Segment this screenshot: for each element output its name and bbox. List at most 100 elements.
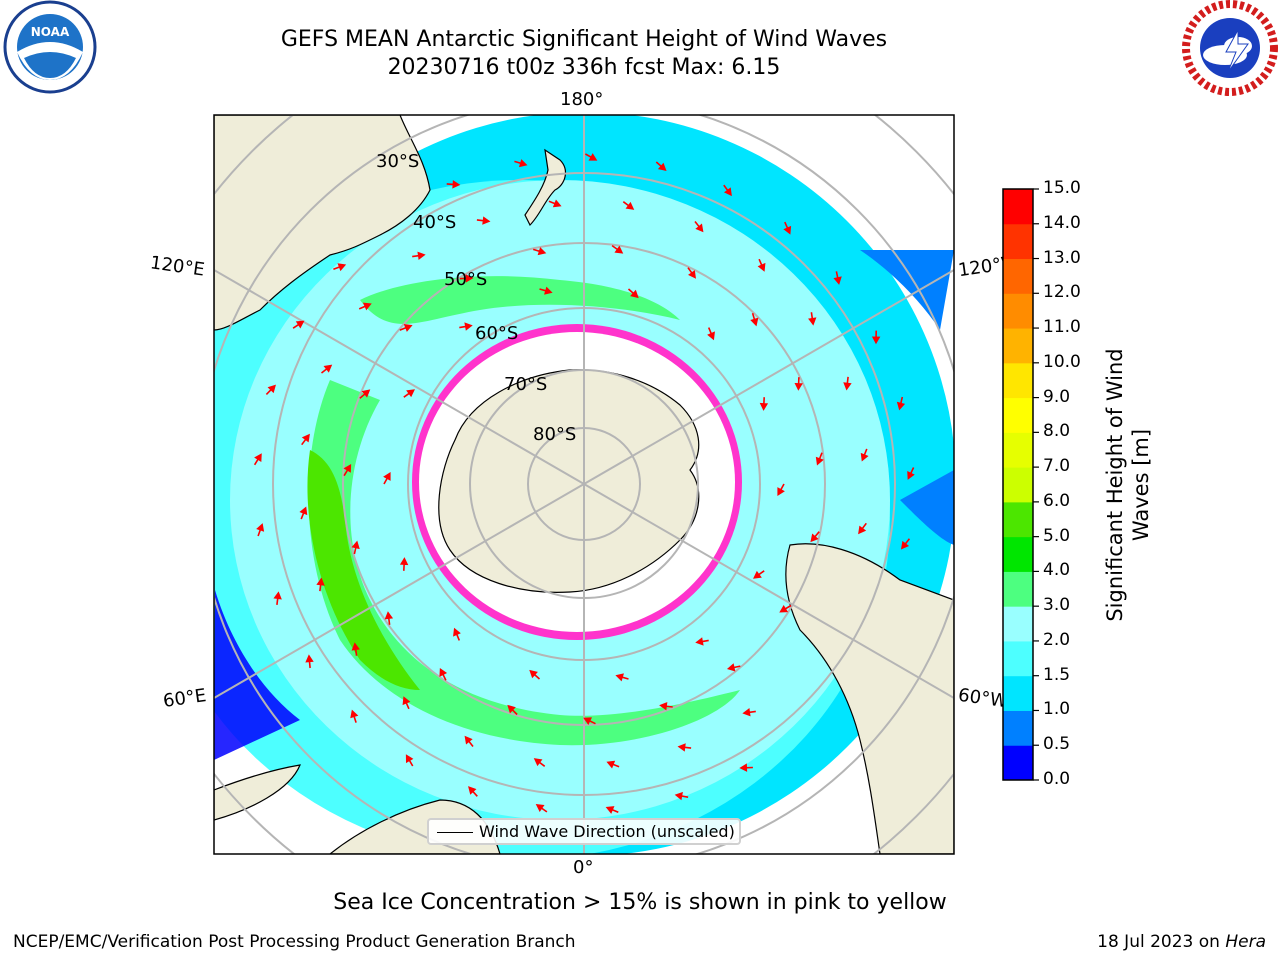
wind-wave-arrow	[659, 702, 673, 711]
colorbar-segment	[1003, 223, 1033, 260]
wind-wave-arrow	[265, 384, 276, 395]
wind-wave-arrow	[529, 669, 541, 680]
noaa-logo-text: NOAA	[31, 25, 70, 39]
colorbar-tick-label: 1.5	[1043, 664, 1071, 685]
footer-credit: NCEP/EMC/Verification Post Processing Pr…	[13, 932, 576, 952]
chart-subtitle: 20230716 t00z 336h fcst Max: 6.15	[387, 55, 781, 80]
wind-wave-arrow	[343, 463, 352, 477]
wind-wave-arrow	[459, 274, 474, 283]
wind-wave-arrow	[459, 322, 473, 331]
wind-wave-arrow	[292, 320, 305, 329]
wind-wave-arrow	[674, 791, 689, 801]
colorbar-tick-label: 6.0	[1043, 490, 1071, 511]
colorbar-tick-label: 12.0	[1043, 282, 1081, 303]
wind-wave-arrow	[358, 302, 372, 311]
wind-wave-arrow	[759, 397, 769, 411]
wind-wave-arrow	[723, 184, 732, 197]
colorbar-segment	[1003, 501, 1033, 538]
wind-wave-arrow	[896, 396, 906, 411]
colorbar-tick-label: 4.0	[1043, 560, 1071, 581]
colorbar-segment	[1003, 362, 1033, 399]
colorbar-tick-label: 9.0	[1043, 386, 1071, 407]
wind-wave-arrow	[871, 330, 881, 345]
colorbar-segment	[1003, 675, 1033, 711]
colorbar-tick-label: 10.0	[1043, 351, 1081, 372]
colorbar-segment	[1003, 328, 1033, 364]
wind-wave-arrow	[860, 448, 869, 462]
colorbar-segment	[1003, 258, 1033, 294]
wind-wave-arrow	[622, 201, 635, 210]
wind-wave-arrow	[273, 591, 282, 606]
map-frame	[213, 114, 955, 855]
colorbar	[1003, 188, 1039, 781]
wind-wave-arrow	[399, 324, 413, 332]
wind-wave-arrow	[403, 389, 415, 398]
wind-wave-arrow	[351, 642, 360, 656]
wind-wave-arrow	[439, 668, 448, 681]
wind-wave-arrow	[412, 251, 426, 260]
colorbar-segment	[1003, 293, 1033, 329]
wind-wave-arrow	[695, 637, 709, 646]
legend-label: Wind Wave Direction (unscaled)	[479, 822, 735, 841]
wind-wave-arrow	[677, 743, 692, 752]
wind-wave-arrow	[611, 244, 624, 254]
wind-wave-arrow	[299, 506, 308, 520]
colorbar-tick-label: 1.0	[1043, 699, 1071, 720]
wind-wave-arrow	[843, 376, 852, 391]
wind-wave-arrow	[739, 763, 753, 772]
wind-wave-arrow	[383, 472, 391, 485]
wind-wave-arrow	[548, 199, 562, 208]
colorbar-tick-label: 0.5	[1043, 734, 1071, 755]
nws-logo	[1182, 0, 1278, 96]
wind-wave-arrow	[815, 452, 824, 466]
australia-land	[214, 115, 431, 331]
lon-label-180: 180°	[560, 89, 604, 110]
wind-wave-arrow	[627, 288, 639, 299]
footer-machine: Hera	[1225, 932, 1266, 952]
wind-wave-arrow	[779, 604, 792, 613]
legend-line-sample	[437, 832, 473, 833]
colorbar-tick-label: 13.0	[1043, 247, 1081, 268]
wind-wave-arrow	[507, 704, 518, 716]
wind-wave-arrow	[742, 708, 756, 717]
lat-label-40s: 40°S	[413, 212, 457, 233]
wind-wave-arrow	[253, 453, 262, 466]
wind-wave-arrow	[615, 673, 629, 682]
colorbar-tick-label: 0.0	[1043, 769, 1071, 789]
colorbar-tick-label: 15.0	[1043, 178, 1081, 198]
wind-wave-arrow	[794, 377, 803, 391]
wind-wave-arrow	[808, 312, 817, 326]
footer-date-text: 18 Jul 2023 on	[1097, 932, 1226, 952]
wind-wave-arrow	[333, 263, 347, 272]
lat-label-50s: 50°S	[444, 269, 488, 290]
wind-wave-arrow	[777, 483, 785, 496]
wind-wave-arrow	[405, 754, 414, 767]
colorbar-label: Significant Height of Wind Waves [m]	[1103, 348, 1153, 622]
wind-wave-arrow	[753, 570, 765, 579]
wind-wave-arrow	[900, 538, 911, 550]
wind-wave-arrow	[707, 327, 715, 341]
colorbar-tick-label: 3.0	[1043, 595, 1071, 616]
wind-wave-arrow	[694, 221, 704, 233]
wind-wave-arrow	[533, 758, 546, 767]
colorbar-segment	[1003, 640, 1033, 677]
wind-wave-arrow	[907, 467, 915, 480]
wind-wave-arrow	[321, 364, 333, 374]
wind-wave-arrow	[532, 247, 547, 256]
wind-wave-arrow	[316, 577, 325, 592]
wind-wave-arrow	[535, 804, 548, 813]
africa-land	[214, 764, 301, 821]
colorbar-segment	[1003, 432, 1033, 468]
wind-wave-arrow	[446, 180, 461, 189]
lon-label-0: 0°	[573, 857, 594, 878]
wind-wave-arrow	[402, 696, 411, 710]
noaa-logo: NOAA	[3, 0, 97, 94]
new-zealand-land	[524, 148, 567, 227]
wave-band-4-5	[307, 450, 420, 690]
colorbar-tick-label: 14.0	[1043, 212, 1081, 233]
lat-label-80s: 80°S	[533, 424, 577, 445]
wind-wave-arrow	[606, 760, 620, 769]
